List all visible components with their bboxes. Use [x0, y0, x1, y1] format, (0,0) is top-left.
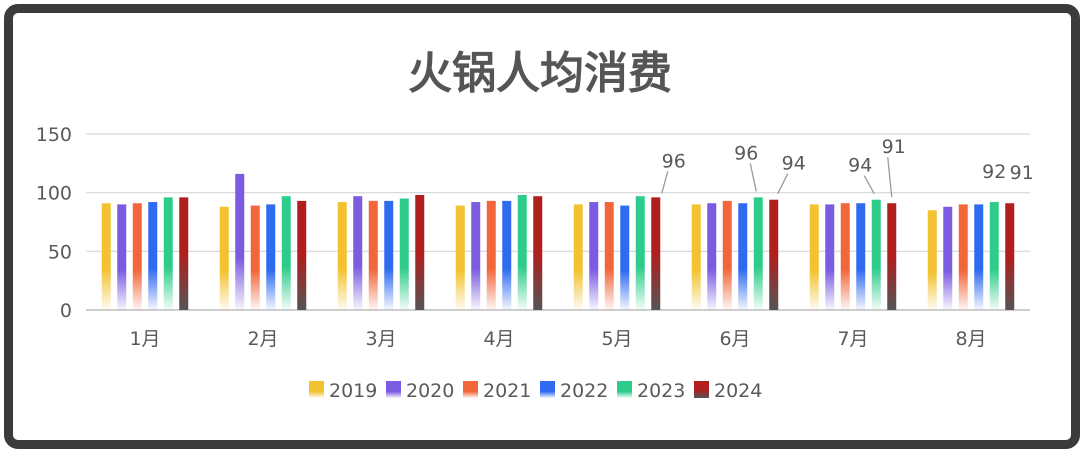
legend-label: 2024 [714, 380, 762, 402]
legend-label: 2023 [637, 380, 685, 402]
bar-2024-8 [1005, 203, 1015, 310]
bar-2020-1 [117, 204, 127, 310]
bar-2019-7 [809, 204, 819, 310]
bar-2023-8 [989, 202, 999, 310]
y-tick-label: 0 [60, 300, 72, 322]
bar-2019-3 [337, 202, 347, 310]
bar-2024-6 [769, 199, 779, 310]
bar-2023-7 [871, 199, 881, 310]
bar-2023-4 [517, 195, 527, 310]
bar-2024-1 [179, 197, 189, 310]
bar-2023-3 [399, 198, 409, 310]
bar-2019-8 [927, 210, 937, 310]
bar-2023-5 [635, 196, 645, 310]
bar-2019-1 [101, 203, 111, 310]
legend-item-2023: 2023 [617, 380, 685, 402]
legend-swatch [309, 381, 324, 398]
legend-swatch [463, 381, 478, 398]
bar-2020-4 [471, 202, 481, 310]
data-label: 92 [982, 161, 1006, 183]
bar-2022-8 [974, 204, 984, 310]
x-tick-label: 7月 [837, 328, 868, 350]
chart-title: 火锅人均消费 [408, 48, 672, 99]
legend-item-2020: 2020 [386, 380, 454, 402]
legend-item-2022: 2022 [540, 380, 608, 402]
x-tick-label: 1月 [129, 328, 160, 350]
x-axis: 1月 2月 3月 4月 5月 6月 7月 8月 [129, 328, 986, 350]
bar-2021-3 [368, 200, 378, 310]
bar-2020-5 [589, 202, 599, 310]
legend-item-2024: 2024 [694, 380, 762, 402]
legend-label: 2022 [560, 380, 608, 402]
bar-2020-3 [353, 196, 363, 310]
x-tick-label: 8月 [955, 328, 986, 350]
data-label: 94 [782, 153, 806, 175]
bar-2021-8 [958, 204, 968, 310]
bar-2022-6 [738, 203, 748, 310]
bar-2021-7 [840, 203, 850, 310]
y-axis: 0 50 100 150 [36, 124, 72, 322]
bar-2020-6 [707, 203, 717, 310]
bar-2024-7 [887, 203, 897, 310]
legend-swatch [694, 381, 709, 398]
bars [101, 173, 1015, 310]
bar-2019-2 [219, 206, 229, 310]
x-tick-label: 6月 [719, 328, 750, 350]
bar-2022-5 [620, 205, 630, 310]
bar-2021-4 [486, 200, 496, 310]
y-tick-label: 100 [36, 183, 72, 205]
data-label-leader [749, 163, 757, 192]
bar-2019-5 [573, 204, 583, 310]
data-label: 91 [882, 136, 906, 158]
data-label-leader [777, 173, 789, 194]
bar-2023-1 [163, 197, 173, 310]
bar-2024-2 [297, 200, 307, 310]
bar-2020-7 [825, 204, 835, 310]
legend-swatch [386, 381, 401, 398]
bar-2022-2 [266, 204, 276, 310]
bar-2022-7 [856, 203, 866, 310]
bar-2021-5 [604, 202, 614, 310]
bar-2020-2 [235, 173, 245, 310]
bar-2022-3 [384, 200, 394, 310]
x-tick-label: 2月 [247, 328, 278, 350]
y-tick-label: 150 [36, 124, 72, 146]
x-tick-label: 5月 [601, 328, 632, 350]
data-label-leader [661, 171, 669, 194]
data-label: 91 [1010, 162, 1034, 184]
legend-swatch [617, 381, 632, 398]
data-label: 96 [734, 142, 758, 164]
legend-label: 2019 [329, 380, 377, 402]
legend-swatch [540, 381, 555, 398]
data-label: 96 [662, 150, 686, 172]
y-tick-label: 50 [48, 241, 72, 263]
legend-item-2021: 2021 [463, 380, 531, 402]
x-tick-label: 4月 [483, 328, 514, 350]
data-label: 94 [848, 155, 872, 177]
legend-label: 2020 [406, 380, 454, 402]
legend-item-2019: 2019 [309, 380, 377, 402]
bar-2020-8 [943, 206, 953, 310]
bar-2024-4 [533, 196, 543, 310]
bar-2021-6 [722, 200, 732, 310]
x-tick-label: 3月 [365, 328, 396, 350]
bar-2023-6 [753, 197, 763, 310]
bar-2024-5 [651, 197, 661, 310]
data-label-leader [863, 175, 875, 195]
bar-2024-3 [415, 195, 425, 310]
legend: 2019 2020 2021 2022 2023 2024 [309, 380, 762, 402]
bar-2021-1 [132, 203, 142, 310]
bar-2019-4 [455, 205, 465, 310]
legend-label: 2021 [483, 380, 531, 402]
bar-2021-2 [250, 205, 260, 310]
data-label-leader [887, 157, 893, 198]
bar-2022-4 [502, 200, 512, 310]
bar-2023-2 [281, 196, 291, 310]
bar-2022-1 [148, 202, 158, 310]
bar-2019-6 [691, 204, 701, 310]
